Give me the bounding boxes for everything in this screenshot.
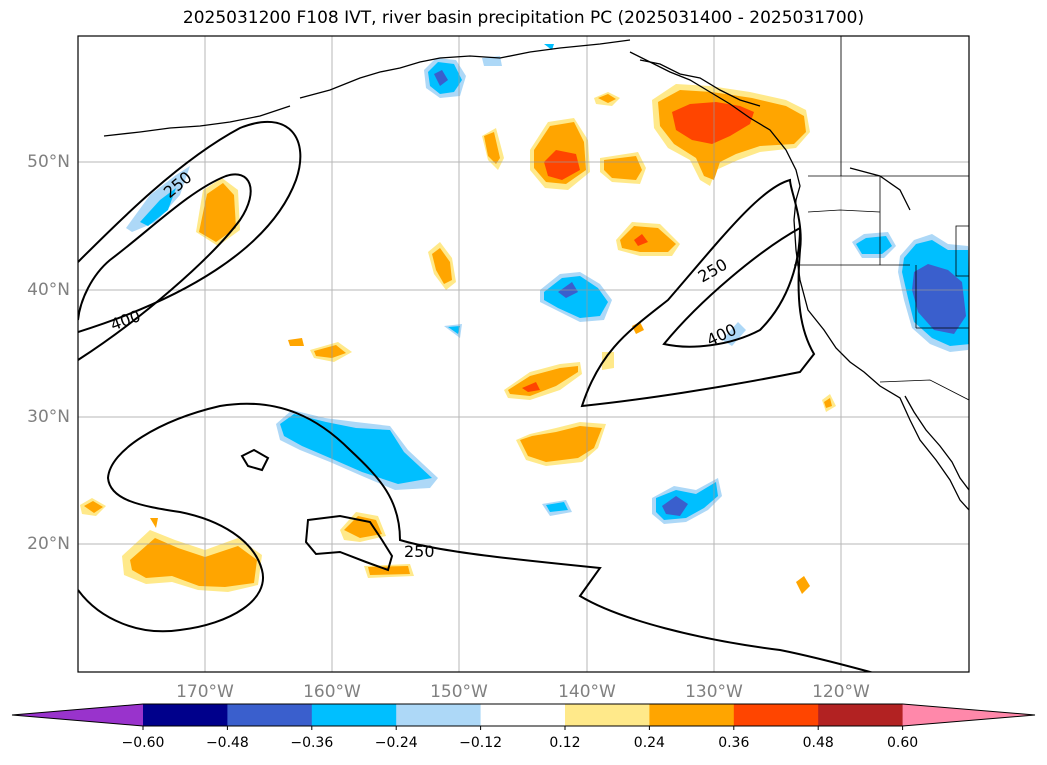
colorbar-tick-label: 0.24 [633,735,665,751]
lon-label-150w: 150°W [430,682,488,702]
colorbar-bin [396,704,482,726]
colorbar-tick-label: −0.60 [121,735,165,751]
state-borders [794,36,969,401]
lat-label-20n: 20°N [27,534,70,554]
map-title: 2025031200 F108 IVT, river basin precipi… [182,8,865,28]
colorbar-bin [565,704,650,726]
ivt-contours [78,121,874,672]
map-frame [77,35,970,673]
colorbar-tick-label: 0.36 [718,735,750,751]
colorbar-tick-label: 0.48 [802,735,834,751]
colorbar-bin [480,704,566,726]
lat-label-30n: 30°N [27,407,70,427]
colorbar-tick-label: −0.24 [374,735,418,751]
colorbar-tick-label: −0.48 [205,735,249,751]
lat-label-50n: 50°N [27,152,70,172]
colorbar-extend-high [902,704,1035,726]
gridlines [78,36,969,672]
colorbar [11,703,1036,730]
lon-label-170w: 170°W [176,682,234,702]
colorbar-bin [227,704,313,726]
lon-label-140w: 140°W [558,682,616,702]
colorbar-bin [143,704,228,726]
colorbar-bin [649,704,735,726]
colorbar-tick-label: −0.12 [459,735,503,751]
colorbar-bin [818,704,904,726]
lon-label-160w: 160°W [303,682,361,702]
precipitation-shading [80,44,969,594]
colorbar-tick-label: 0.12 [549,735,581,751]
lon-label-130w: 130°W [685,682,743,702]
colorbar-tick-label: −0.36 [290,735,334,751]
colorbar-bin [311,704,397,726]
lon-label-120w: 120°W [812,682,870,702]
colorbar-tick-label: 0.60 [887,735,919,751]
contour-label-250-c: 250 [404,542,435,561]
lat-label-40n: 40°N [27,280,70,300]
colorbar-bin [733,704,819,726]
colorbar-extend-low [12,704,143,726]
